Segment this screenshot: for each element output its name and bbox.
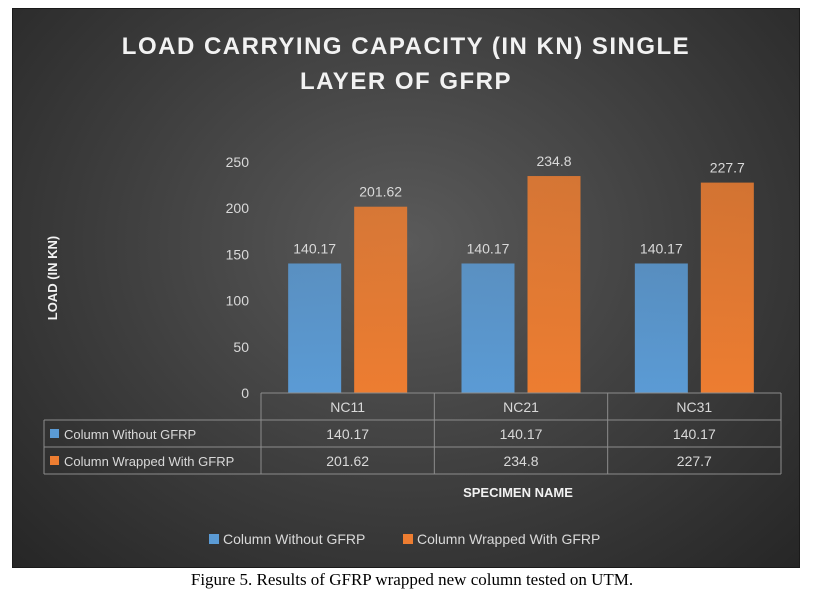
table-series-name: Column Without GFRP [64,427,196,442]
table-legend-key [50,429,59,438]
y-tick-label: 200 [226,200,250,216]
x-tick-label: NC21 [503,399,539,415]
bar-without-gfrp [288,263,342,393]
x-tick-label: NC31 [676,399,712,415]
table-cell-value: 234.8 [503,453,538,469]
data-label: 201.62 [359,184,402,200]
chart-title-line: LAYER OF GFRP [300,68,512,95]
x-tick-label: NC11 [330,399,365,415]
bar-with-gfrp [354,206,408,393]
y-tick-label: 100 [226,293,250,309]
figure-caption: Figure 5. Results of GFRP wrapped new co… [190,570,634,589]
x-axis-label: SPECIMEN NAME [463,485,573,500]
bar-with-gfrp [527,176,581,393]
bar-without-gfrp [634,263,688,393]
bar-with-gfrp [700,182,754,393]
y-tick-label: 0 [241,385,249,401]
chart-frame: LOAD CARRYING CAPACITY (IN KN) SINGLE LAY… [12,8,800,568]
chart-title-line: LOAD CARRYING CAPACITY (IN KN) SINGLE [122,33,690,60]
table-series-name: Column Wrapped With GFRP [64,454,234,469]
y-tick-label: 150 [226,246,250,262]
table-cell-value: 140.17 [326,426,369,442]
legend-label: Column Without GFRP [223,531,365,547]
data-label: 227.7 [710,160,745,176]
table-cell-value: 201.62 [326,453,369,469]
y-tick-label: 50 [233,339,249,355]
bar-chart: LOAD CARRYING CAPACITY (IN KN) SINGLE LAY… [43,33,782,547]
data-label: 140.17 [467,240,510,256]
legend-swatch [403,534,413,544]
table-legend-key [50,456,59,465]
data-label: 140.17 [293,240,336,256]
y-axis-label: LOAD (IN KN) [45,236,60,321]
bar-without-gfrp [461,263,515,393]
data-label: 140.17 [640,240,683,256]
table-cell-value: 227.7 [677,453,712,469]
table-cell-value: 140.17 [673,426,716,442]
legend-swatch [209,534,219,544]
data-label: 234.8 [536,153,571,169]
legend-label: Column Wrapped With GFRP [417,531,600,547]
y-tick-label: 250 [226,154,250,170]
table-cell-value: 140.17 [500,426,543,442]
